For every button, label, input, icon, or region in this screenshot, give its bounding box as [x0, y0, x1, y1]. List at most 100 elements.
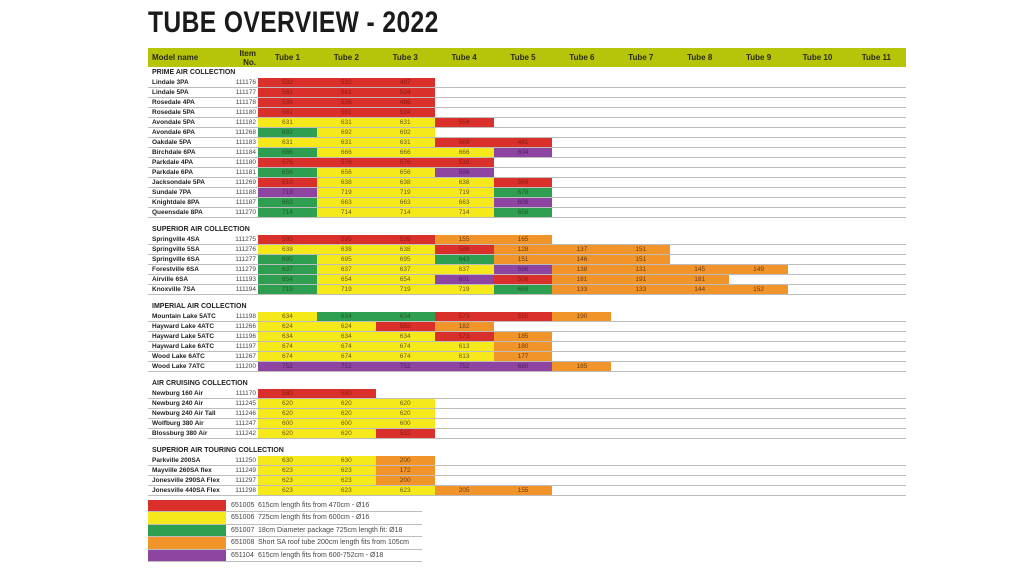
- tube-length-cell: 638: [375, 245, 435, 254]
- model-name: Parkdale 6PA: [152, 169, 194, 176]
- tube-length-cell: 155: [493, 486, 553, 495]
- tube-length-cell: 674: [258, 342, 317, 351]
- tube-length-cell: 637: [258, 265, 317, 274]
- model-name: Springville 5SA: [152, 246, 200, 253]
- tube-length-cell: 674: [316, 342, 376, 351]
- legend-color-swatch: [148, 524, 226, 537]
- table-row: Mountain Lake 5ATC 111198 634 634 634 573 550 1…: [148, 312, 906, 322]
- header-item-no: Item No.: [239, 48, 256, 67]
- legend-row: 651008 Short SA roof tube 200cm length fi…: [148, 537, 422, 550]
- model-name: Jonesville 290SA Flex: [152, 477, 220, 484]
- legend-code: 651007: [231, 526, 255, 534]
- item-number: 111170: [235, 390, 256, 397]
- table-header: Model name Item No. Tube 1 Tube 2 Tube 3 Tu…: [148, 48, 906, 67]
- tube-length-cell: 155: [434, 235, 494, 244]
- tube-length-cell: 631: [258, 118, 317, 127]
- tube-length-cell: 620: [316, 399, 376, 408]
- tube-length-cell: 586: [434, 245, 494, 254]
- item-number: 111182: [235, 119, 256, 126]
- tube-length-cell: 600: [258, 419, 317, 428]
- tube-length-cell: 596: [493, 265, 553, 274]
- model-name: Wolfburg 380 Air: [152, 420, 204, 427]
- tube-length-cell: 719: [258, 285, 317, 294]
- legend-code: 651005: [231, 502, 255, 509]
- table-row: Rosedale 5PA 111180 581 581 524: [148, 108, 906, 118]
- tube-length-cell: 151: [611, 255, 671, 264]
- table-row: Jonesville 440SA Flex 111298 623 623 623 205 1…: [148, 486, 906, 496]
- table-row: Hayward Lake 6ATC 111197 674 674 674 613 180: [148, 342, 906, 352]
- legend-description: 18cm Diameter package 725cm length fit: …: [258, 526, 403, 534]
- model-name: Birchdale 6PA: [152, 149, 196, 156]
- tube-length-cell: 656: [316, 168, 376, 177]
- table-row: Birchdale 6PA 111184 666 666 666 666 604: [148, 148, 906, 158]
- tube-length-cell: 674: [375, 352, 435, 361]
- tube-length-cell: 692: [316, 128, 376, 137]
- tube-length-cell: 524: [375, 108, 435, 117]
- tube-length-cell: 620: [316, 409, 376, 418]
- model-name: Wood Lake 7ATC: [152, 363, 205, 370]
- tube-length-cell: 663: [316, 198, 376, 207]
- tube-length-cell: 151: [611, 245, 671, 254]
- header-tube-1: Tube 1: [274, 53, 301, 62]
- table-row: Wood Lake 7ATC 111200 752 752 752 752 680 185: [148, 362, 906, 372]
- tube-length-cell: 532: [316, 78, 376, 87]
- tube-length-cell: 131: [611, 265, 671, 274]
- tube-length-cell: 620: [258, 409, 317, 418]
- header-tube-3: Tube 3: [392, 53, 418, 62]
- tube-length-cell: 634: [258, 332, 317, 341]
- tube-length-cell: 600: [375, 419, 435, 428]
- item-number: 111247: [235, 420, 256, 427]
- section-title: PRIME AIR COLLECTION: [152, 69, 236, 76]
- tube-length-cell: 638: [316, 178, 376, 187]
- tube-length-cell: 656: [375, 168, 435, 177]
- tube-length-cell: 620: [375, 399, 435, 408]
- header-tube-5: Tube 5: [510, 53, 536, 62]
- tube-length-cell: 610: [258, 178, 317, 187]
- collection-section: IMPERIAL AIR COLLECTION Mountain Lake 5AT…: [148, 301, 906, 372]
- tube-length-cell: 581: [316, 88, 376, 97]
- table-row: Airville 6SA 111193 654 654 654 601 506 181 191 1…: [148, 275, 906, 285]
- tube-length-cell: 634: [375, 312, 435, 321]
- table-row: Oakdale 5PA 111183 631 631 631 569 481: [148, 138, 906, 148]
- item-number: 111298: [235, 487, 256, 494]
- item-number: 111178: [235, 99, 256, 106]
- tube-length-cell: 674: [375, 342, 435, 351]
- tube-length-cell: 536: [258, 98, 317, 107]
- item-number: 111277: [235, 256, 256, 263]
- tube-length-cell: 181: [552, 275, 612, 284]
- item-number: 111196: [235, 333, 256, 340]
- tube-length-cell: 630: [316, 456, 376, 465]
- tube-length-cell: 624: [258, 322, 317, 331]
- legend-row: 651006 725cm length fits from 600cm - Ø16: [148, 512, 422, 525]
- tube-length-cell: 181: [670, 275, 730, 284]
- tube-length-cell: 680: [493, 362, 553, 371]
- table-row: Springville 4SA 111275 595 595 539 155 165: [148, 235, 906, 245]
- legend-code: 651006: [231, 514, 255, 522]
- item-number: 111194: [235, 286, 256, 293]
- model-name: Springville 6SA: [152, 256, 200, 263]
- item-number: 111184: [235, 149, 256, 156]
- item-number: 111276: [235, 246, 256, 253]
- tube-length-cell: 666: [434, 148, 494, 157]
- tube-length-cell: 752: [258, 362, 317, 371]
- model-name: Rosedale 4PA: [152, 99, 195, 106]
- tube-length-cell: 714: [434, 208, 494, 217]
- item-number: 111297: [235, 477, 256, 484]
- tube-length-cell: 638: [316, 245, 376, 254]
- tube-length-cell: 581: [258, 108, 317, 117]
- tube-length-cell: 663: [434, 198, 494, 207]
- tube-length-cell: 624: [316, 322, 376, 331]
- tube-length-cell: 752: [375, 362, 435, 371]
- table-row: Hayward Lake 4ATC 111266 624 624 563 182: [148, 322, 906, 332]
- tube-length-cell: 637: [375, 265, 435, 274]
- section-title: AIR CRUISING COLLECTION: [152, 380, 248, 387]
- tube-length-cell: 576: [316, 158, 376, 167]
- legend-code: 651104: [231, 551, 254, 559]
- legend-row: 651005 615cm length fits from 470cm - Ø16: [148, 500, 422, 513]
- item-number: 111245: [235, 400, 256, 407]
- tube-length-cell: 563: [375, 322, 435, 331]
- tube-length-cell: 719: [316, 188, 376, 197]
- header-model-name: Model name: [152, 53, 199, 62]
- header-tube-2: Tube 2: [333, 53, 359, 62]
- tube-length-cell: 569: [434, 138, 494, 147]
